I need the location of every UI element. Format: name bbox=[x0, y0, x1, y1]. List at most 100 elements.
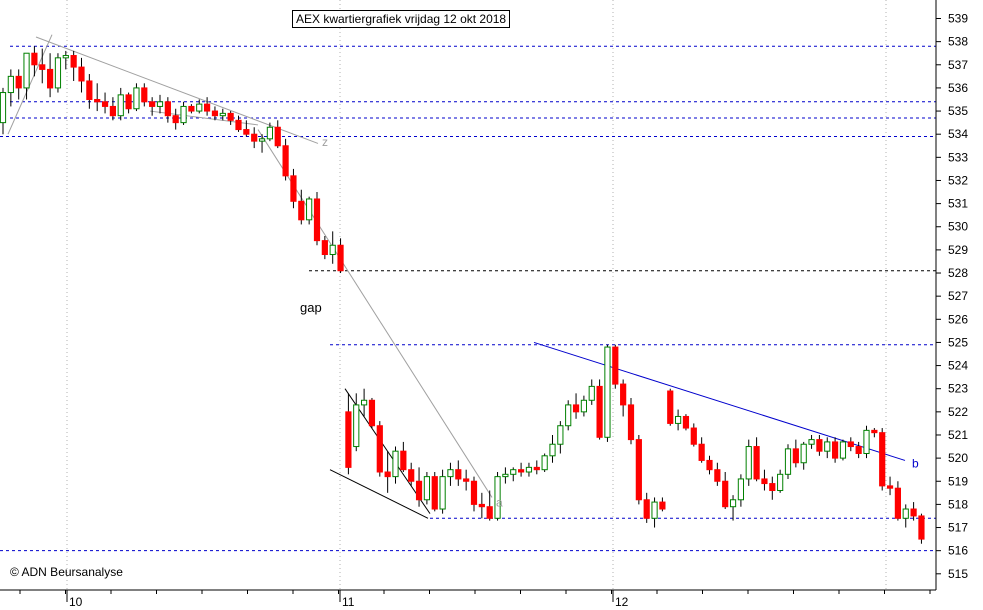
candle-body bbox=[847, 441, 854, 448]
x-tick-label: 10 bbox=[69, 595, 83, 609]
candle-body bbox=[886, 485, 894, 489]
candle-body bbox=[149, 101, 156, 107]
candle-body bbox=[745, 446, 752, 480]
gap-annotation: gap bbox=[300, 300, 322, 315]
candle-body bbox=[635, 439, 642, 501]
candle-body bbox=[251, 133, 258, 142]
copyright-label: © ADN Beursanalyse bbox=[10, 565, 123, 579]
candle-body bbox=[290, 175, 297, 202]
candle-body bbox=[329, 244, 336, 256]
candle-body bbox=[219, 112, 226, 117]
candle-body bbox=[31, 52, 38, 66]
candle-body bbox=[620, 383, 627, 406]
candle-body bbox=[627, 404, 635, 441]
candle-body bbox=[196, 103, 203, 112]
trend-line-z bbox=[35, 36, 319, 144]
candle-body bbox=[439, 476, 446, 510]
candle-body bbox=[298, 200, 305, 221]
candle-body bbox=[832, 441, 839, 459]
annotation-layer: z a b bbox=[322, 135, 919, 510]
candle-body bbox=[470, 480, 478, 505]
candle-body bbox=[94, 98, 101, 103]
annotation-z: z bbox=[322, 135, 328, 149]
candle-body bbox=[39, 64, 46, 70]
candle-body bbox=[698, 443, 705, 461]
candle-body bbox=[612, 346, 619, 385]
y-tick-label: 536 bbox=[948, 81, 968, 95]
candle-body bbox=[549, 443, 556, 457]
candle-body bbox=[86, 80, 93, 100]
y-tick-label: 524 bbox=[948, 359, 968, 373]
candle-body bbox=[502, 473, 509, 478]
y-tick-label: 528 bbox=[948, 266, 968, 280]
candle-body bbox=[101, 101, 109, 107]
candle-body bbox=[243, 129, 250, 135]
y-tick-label: 516 bbox=[948, 544, 968, 558]
candle-body bbox=[478, 503, 485, 508]
candle-body bbox=[777, 473, 784, 492]
candle-body bbox=[918, 515, 925, 540]
candle-body bbox=[902, 508, 909, 519]
y-tick-label: 537 bbox=[948, 58, 968, 72]
candle-body bbox=[455, 469, 462, 480]
candle-body bbox=[47, 68, 54, 89]
candle-body bbox=[541, 455, 548, 471]
candle-body bbox=[384, 471, 391, 478]
candle-body bbox=[306, 198, 313, 221]
y-tick-label: 525 bbox=[948, 335, 968, 349]
candle-body bbox=[792, 448, 799, 464]
y-tick-label: 535 bbox=[948, 104, 968, 118]
candle-body bbox=[345, 411, 352, 468]
candle-body bbox=[368, 399, 376, 427]
candle-body bbox=[408, 469, 415, 482]
candle-body bbox=[729, 499, 737, 508]
candle-body bbox=[604, 346, 611, 438]
candle-body bbox=[737, 478, 744, 501]
y-tick-label: 533 bbox=[948, 150, 968, 164]
candle-body bbox=[180, 105, 187, 124]
candle-body bbox=[361, 399, 368, 406]
candle-body bbox=[23, 52, 30, 89]
annotation-a: a bbox=[496, 496, 503, 510]
candle-body bbox=[682, 415, 690, 429]
candle-body bbox=[321, 240, 328, 256]
candle-body bbox=[353, 404, 360, 448]
candle-body bbox=[894, 487, 901, 519]
candle-body bbox=[494, 476, 501, 519]
y-tick-label: 532 bbox=[948, 173, 968, 187]
chart-title: AEX kwartiergrafiek vrijdag 12 okt 2018 bbox=[292, 10, 511, 28]
candle-body bbox=[62, 55, 69, 59]
y-tick-label: 515 bbox=[948, 567, 968, 581]
candle-body bbox=[188, 105, 195, 112]
y-tick-label: 523 bbox=[948, 382, 968, 396]
candle-body bbox=[659, 501, 666, 510]
x-tick-label: 11 bbox=[342, 595, 355, 609]
candle-body bbox=[572, 404, 580, 413]
candle-body bbox=[15, 75, 22, 89]
candle-body bbox=[722, 480, 729, 508]
candle-body bbox=[761, 478, 768, 485]
candle-body bbox=[808, 439, 815, 445]
y-tick-label: 539 bbox=[948, 12, 968, 26]
candle-body bbox=[525, 466, 533, 473]
candle-body bbox=[337, 244, 344, 272]
y-tick-label: 534 bbox=[948, 127, 968, 141]
candle-body bbox=[518, 469, 525, 473]
candle-body bbox=[211, 110, 219, 117]
y-tick-label: 529 bbox=[948, 243, 968, 257]
annotation-b: b bbox=[912, 456, 919, 470]
candle-body bbox=[392, 450, 399, 478]
candle-body bbox=[871, 429, 878, 434]
candle-body bbox=[643, 499, 650, 519]
candle-body bbox=[596, 385, 603, 438]
candle-body bbox=[172, 115, 179, 124]
y-tick-label: 517 bbox=[948, 521, 968, 535]
candle-body bbox=[769, 483, 776, 492]
candle-body bbox=[282, 145, 289, 177]
y-tick-label: 530 bbox=[948, 220, 968, 234]
candle-body bbox=[714, 469, 721, 482]
y-tick-label: 519 bbox=[948, 474, 968, 488]
candle-body bbox=[784, 448, 792, 475]
candle-body bbox=[133, 87, 140, 110]
candle-body bbox=[423, 476, 430, 501]
